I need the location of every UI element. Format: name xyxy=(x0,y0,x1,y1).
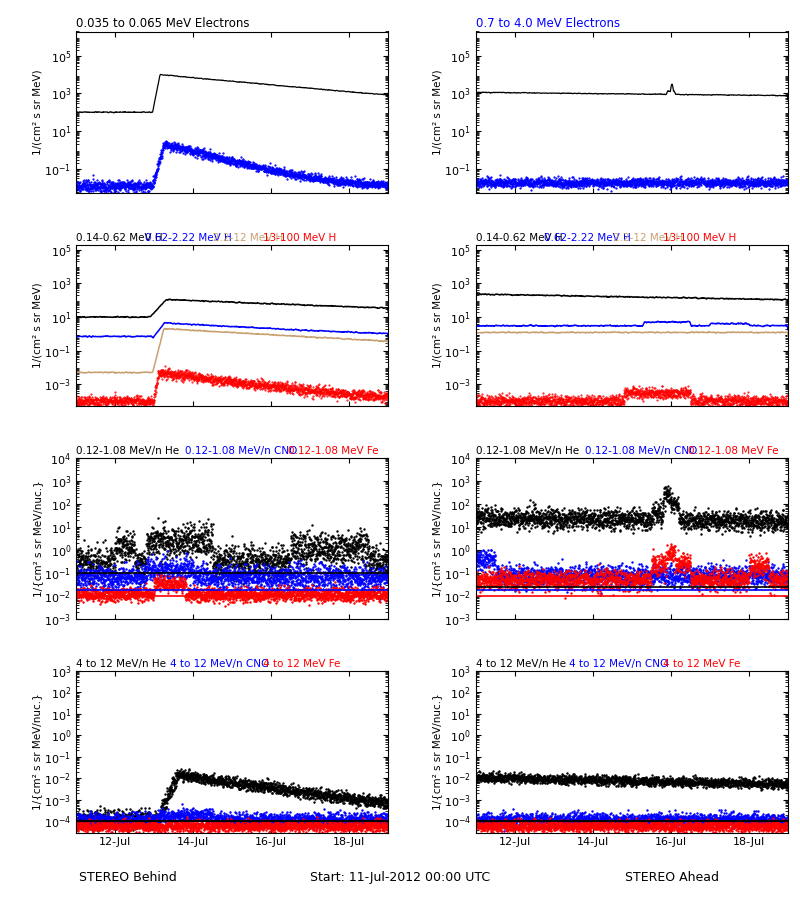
Y-axis label: 1/(cm² s sr MeV): 1/(cm² s sr MeV) xyxy=(433,69,442,155)
Text: 0.14-0.62 MeV H: 0.14-0.62 MeV H xyxy=(476,233,562,243)
Text: 4 to 12 MeV Fe: 4 to 12 MeV Fe xyxy=(263,660,341,670)
Text: 4 to 12 MeV/n CNO: 4 to 12 MeV/n CNO xyxy=(570,660,669,670)
Text: 0.12-1.08 MeV/n He: 0.12-1.08 MeV/n He xyxy=(476,446,579,456)
Y-axis label: 1/(cm² s sr MeV): 1/(cm² s sr MeV) xyxy=(33,283,42,368)
Text: 4 to 12 MeV/n He: 4 to 12 MeV/n He xyxy=(76,660,166,670)
Text: 0.12-1.08 MeV/n CNO: 0.12-1.08 MeV/n CNO xyxy=(186,446,298,456)
Text: 4 to 12 MeV/n CNO: 4 to 12 MeV/n CNO xyxy=(170,660,269,670)
Y-axis label: 1/{cm² s sr MeV/nuc.}: 1/{cm² s sr MeV/nuc.} xyxy=(433,481,442,597)
Text: 4 to 12 MeV/n He: 4 to 12 MeV/n He xyxy=(476,660,566,670)
Text: 0.14-0.62 MeV H: 0.14-0.62 MeV H xyxy=(76,233,162,243)
Text: STEREO Ahead: STEREO Ahead xyxy=(625,871,719,884)
Text: 13-100 MeV H: 13-100 MeV H xyxy=(663,233,736,243)
Y-axis label: 1/{cm² s sr MeV/nuc.}: 1/{cm² s sr MeV/nuc.} xyxy=(33,481,42,597)
Text: 13-100 MeV H: 13-100 MeV H xyxy=(263,233,337,243)
Y-axis label: 1/(cm² s sr MeV): 1/(cm² s sr MeV) xyxy=(433,283,442,368)
Y-axis label: 1/{cm² s sr MeV/nuc.}: 1/{cm² s sr MeV/nuc.} xyxy=(33,693,42,810)
Text: 0.12-1.08 MeV Fe: 0.12-1.08 MeV Fe xyxy=(288,446,379,456)
Text: 0.7 to 4.0 MeV Electrons: 0.7 to 4.0 MeV Electrons xyxy=(476,17,620,31)
Text: STEREO Behind: STEREO Behind xyxy=(79,871,177,884)
Y-axis label: 1/(cm² s sr MeV): 1/(cm² s sr MeV) xyxy=(33,69,42,155)
Y-axis label: 1/{cm² s sr MeV/nuc.}: 1/{cm² s sr MeV/nuc.} xyxy=(432,693,442,810)
Text: 0.12-1.08 MeV Fe: 0.12-1.08 MeV Fe xyxy=(688,446,778,456)
Text: Start: 11-Jul-2012 00:00 UTC: Start: 11-Jul-2012 00:00 UTC xyxy=(310,871,490,884)
Text: 0.62-2.22 MeV H: 0.62-2.22 MeV H xyxy=(545,233,631,243)
Text: 4 to 12 MeV Fe: 4 to 12 MeV Fe xyxy=(663,660,741,670)
Text: 2.2-12 MeV H: 2.2-12 MeV H xyxy=(214,233,284,243)
Text: 2.2-12 MeV H: 2.2-12 MeV H xyxy=(613,233,683,243)
Text: 0.62-2.22 MeV H: 0.62-2.22 MeV H xyxy=(145,233,231,243)
Text: 0.12-1.08 MeV/n CNO: 0.12-1.08 MeV/n CNO xyxy=(585,446,698,456)
Text: 0.035 to 0.065 MeV Electrons: 0.035 to 0.065 MeV Electrons xyxy=(76,17,250,31)
Text: 0.12-1.08 MeV/n He: 0.12-1.08 MeV/n He xyxy=(76,446,179,456)
